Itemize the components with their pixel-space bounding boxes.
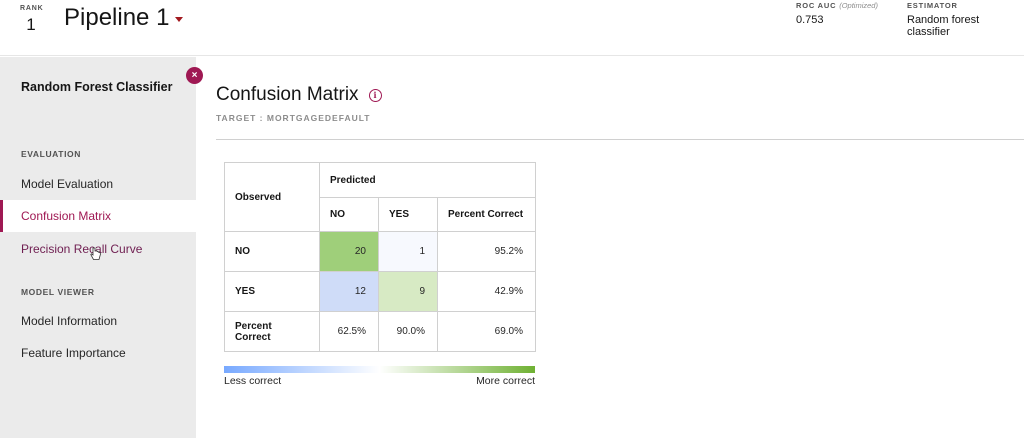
section-label-evaluation: EVALUATION — [21, 149, 81, 159]
table-row: YES 12 9 42.9% — [224, 271, 536, 312]
legend-less-correct: Less correct — [224, 375, 282, 387]
estimator-label: ESTIMATOR — [907, 1, 958, 10]
row-header-percent-correct: Percent Correct — [224, 311, 320, 352]
target-label: TARGET : MORTGAGEDEFAULT — [216, 113, 371, 123]
rank-label: RANK — [20, 5, 44, 12]
rank: RANK 1 — [20, 5, 44, 35]
matrix-cell: 9 — [378, 271, 438, 312]
matrix-cell: 12 — [319, 271, 379, 312]
roc-auc-label: ROC AUC (Optimized) — [796, 1, 878, 10]
hand-cursor-icon — [90, 247, 101, 260]
roc-auc-label-text: ROC AUC — [796, 1, 837, 10]
legend-more-correct: More correct — [476, 375, 535, 387]
page-title: Confusion Matrix i — [216, 84, 382, 106]
table-row: NO 20 1 95.2% — [224, 231, 536, 272]
percent-cell: 90.0% — [378, 311, 438, 352]
matrix-cell: 1 — [378, 231, 438, 272]
percent-cell: 69.0% — [437, 311, 536, 352]
pipeline-selector[interactable]: Pipeline 1 — [64, 4, 184, 32]
column-header-no: NO — [319, 197, 379, 232]
sidebar-title: Random Forest Classifier — [21, 80, 173, 94]
percent-cell: 62.5% — [319, 311, 379, 352]
info-icon[interactable]: i — [368, 88, 382, 102]
caret-down-icon[interactable] — [175, 16, 184, 22]
roc-auc-value: 0.753 — [796, 14, 824, 26]
legend-gradient-bar — [224, 366, 535, 373]
column-header-yes: YES — [378, 197, 438, 232]
roc-auc-sub: (Optimized) — [839, 1, 878, 10]
matrix-cell: 20 — [319, 231, 379, 272]
estimator-metric: ESTIMATOR Random forest classifier — [907, 1, 1024, 38]
predicted-header: Predicted — [319, 162, 536, 198]
rank-value: 1 — [26, 15, 36, 34]
close-icon[interactable]: × — [186, 67, 203, 84]
row-header-yes: YES — [224, 271, 320, 312]
observed-header: Observed — [224, 162, 320, 232]
column-header-percent-correct: Percent Correct — [437, 197, 536, 232]
page-title-text: Confusion Matrix — [216, 84, 359, 105]
percent-cell: 95.2% — [437, 231, 536, 272]
section-label-model-viewer: MODEL VIEWER — [21, 287, 95, 297]
divider — [216, 139, 1024, 140]
sidebar: Random Forest Classifier EVALUATION Mode… — [0, 57, 196, 438]
sidebar-item-confusion-matrix[interactable]: Confusion Matrix — [0, 200, 196, 232]
sidebar-item-feature-importance[interactable]: Feature Importance — [21, 346, 126, 360]
row-header-no: NO — [224, 231, 320, 272]
header: RANK 1 Pipeline 1 ROC AUC (Optimized) 0.… — [0, 0, 1024, 56]
confusion-matrix-table: Observed Predicted NO YES Percent Correc… — [224, 162, 536, 352]
sidebar-item-precision-recall-curve[interactable]: Precision Recall Curve — [21, 242, 143, 256]
estimator-value: Random forest classifier — [907, 14, 980, 38]
sidebar-item-model-evaluation[interactable]: Model Evaluation — [21, 177, 114, 191]
percent-cell: 42.9% — [437, 271, 536, 312]
roc-auc-metric: ROC AUC (Optimized) 0.753 — [796, 1, 878, 26]
table-row: Percent Correct 62.5% 90.0% 69.0% — [224, 311, 536, 352]
sidebar-item-model-information[interactable]: Model Information — [21, 314, 118, 328]
pipeline-title: Pipeline 1 — [64, 4, 170, 31]
